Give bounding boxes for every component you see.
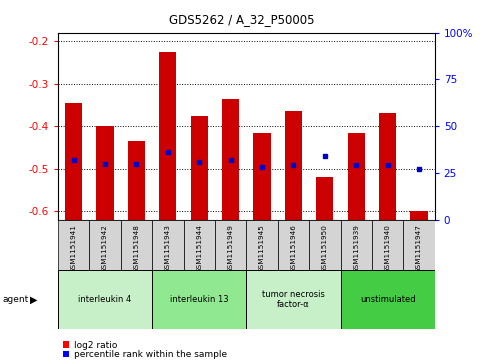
Text: GSM1151948: GSM1151948	[133, 224, 140, 273]
Bar	[65, 103, 82, 220]
Text: GSM1151949: GSM1151949	[227, 224, 234, 273]
Bar	[309, 220, 341, 270]
Bar	[403, 220, 435, 270]
Bar	[215, 220, 246, 270]
Text: interleukin 4: interleukin 4	[78, 295, 132, 304]
Bar	[379, 113, 396, 220]
Text: GSM1151946: GSM1151946	[290, 224, 297, 273]
Bar	[222, 98, 239, 220]
Bar	[285, 111, 302, 220]
Bar	[152, 270, 246, 329]
Bar	[278, 220, 309, 270]
Bar	[191, 115, 208, 220]
Text: percentile rank within the sample: percentile rank within the sample	[74, 350, 227, 359]
Text: GSM1151940: GSM1151940	[384, 224, 391, 273]
Bar	[89, 220, 121, 270]
Bar	[254, 132, 270, 220]
Text: GSM1151943: GSM1151943	[165, 224, 171, 273]
Text: log2 ratio: log2 ratio	[74, 341, 117, 350]
Text: GSM1151947: GSM1151947	[416, 224, 422, 273]
Bar	[246, 270, 341, 329]
Text: unstimulated: unstimulated	[360, 295, 415, 304]
Text: GSM1151941: GSM1151941	[71, 224, 77, 273]
Bar	[121, 220, 152, 270]
Bar	[128, 141, 145, 220]
Bar	[411, 211, 427, 220]
Bar	[316, 177, 333, 220]
Text: ▶: ▶	[30, 294, 38, 305]
Text: GSM1151945: GSM1151945	[259, 224, 265, 273]
Text: GSM1151942: GSM1151942	[102, 224, 108, 273]
Bar	[184, 220, 215, 270]
Text: GDS5262 / A_32_P50005: GDS5262 / A_32_P50005	[169, 13, 314, 26]
Text: interleukin 13: interleukin 13	[170, 295, 228, 304]
Bar	[246, 220, 278, 270]
Text: agent: agent	[2, 295, 28, 304]
Text: GSM1151939: GSM1151939	[353, 224, 359, 273]
Bar	[372, 220, 403, 270]
Bar	[152, 220, 184, 270]
Bar	[348, 132, 365, 220]
Text: GSM1151944: GSM1151944	[196, 224, 202, 273]
Bar	[159, 52, 176, 220]
Bar	[341, 270, 435, 329]
Bar	[58, 220, 89, 270]
Bar	[58, 270, 152, 329]
Text: GSM1151950: GSM1151950	[322, 224, 328, 273]
Bar	[341, 220, 372, 270]
Bar	[97, 126, 114, 220]
Text: tumor necrosis
factor-α: tumor necrosis factor-α	[262, 290, 325, 309]
